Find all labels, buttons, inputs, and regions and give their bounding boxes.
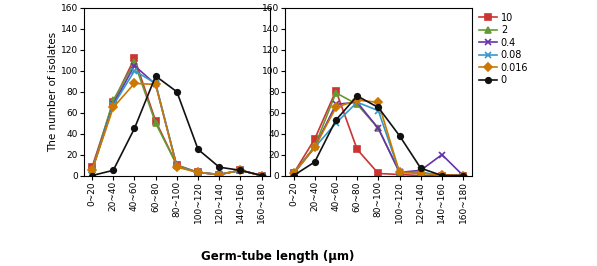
Y-axis label: The number of isolates: The number of isolates <box>48 32 58 152</box>
Legend: 10, 2, 0.4, 0.08, 0.016, 0: 10, 2, 0.4, 0.08, 0.016, 0 <box>479 13 528 85</box>
Text: Germ-tube length (μm): Germ-tube length (μm) <box>201 250 354 263</box>
